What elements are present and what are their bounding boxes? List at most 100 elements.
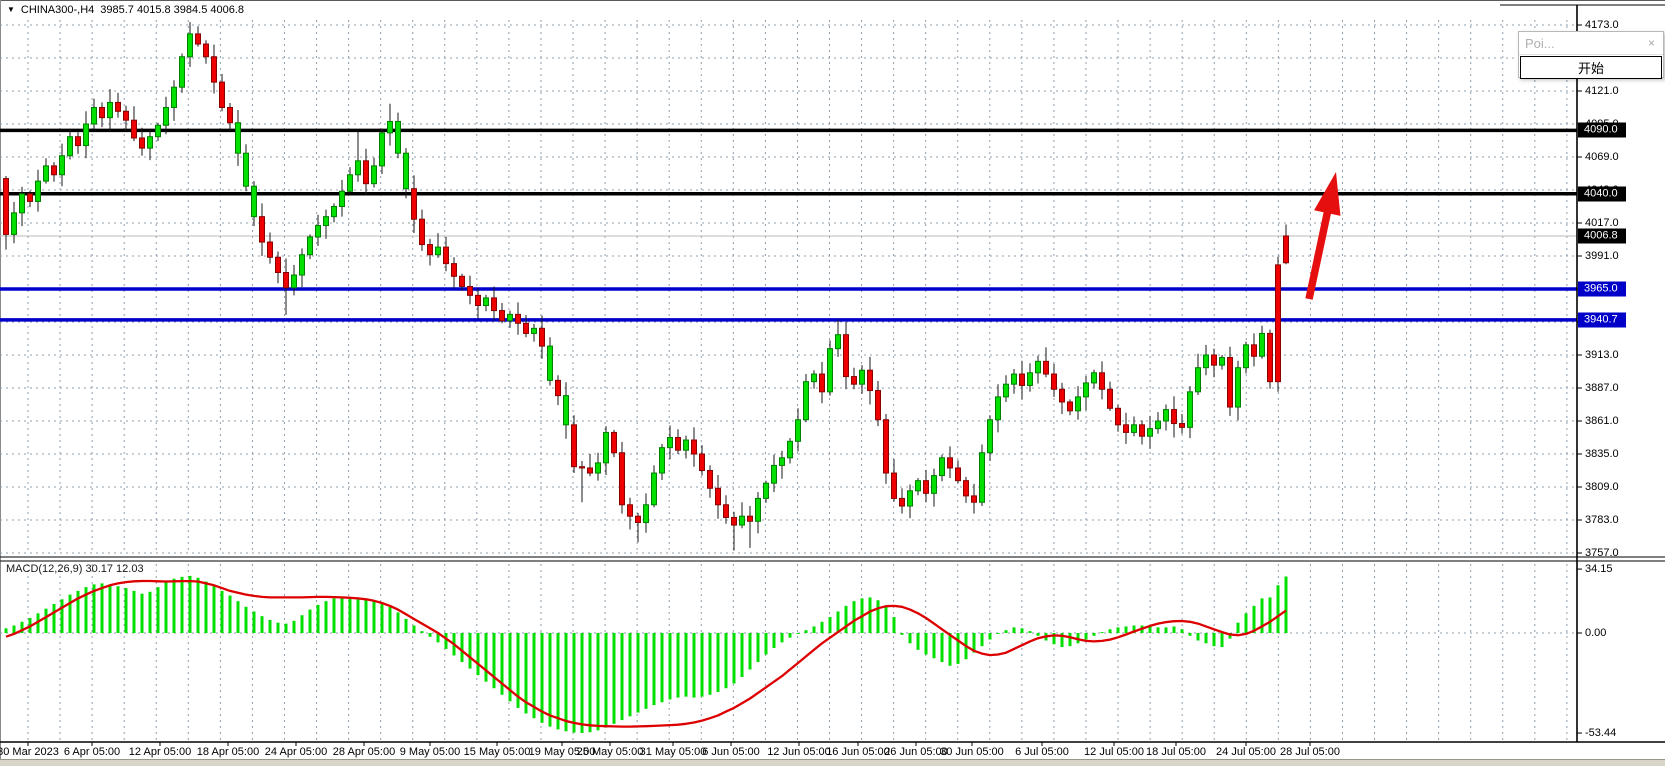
close-icon[interactable]: ×: [1647, 36, 1655, 50]
candle-body: [211, 56, 217, 83]
chevron-down-icon[interactable]: ▼: [7, 4, 15, 14]
macd-histogram-bar: [852, 601, 856, 633]
candle-body: [539, 327, 545, 347]
candle-body: [139, 137, 145, 149]
macd-histogram-bar: [132, 590, 136, 633]
candle-body: [1275, 264, 1281, 383]
macd-histogram-bar: [796, 633, 800, 634]
macd-histogram-bar: [1020, 628, 1024, 633]
trend-arrow-shaft[interactable]: [1305, 206, 1333, 300]
macd-histogram-bar: [932, 633, 936, 659]
trend-arrow-head[interactable]: [1314, 172, 1341, 216]
macd-histogram-bar: [652, 633, 656, 706]
time-axis-label: 19 May 05:00: [528, 746, 596, 758]
candle-body: [715, 487, 721, 506]
time-axis-label: 26 Jun 05:00: [884, 746, 948, 758]
candle-body: [971, 495, 977, 503]
candle-body: [67, 136, 73, 157]
macd-histogram-bar: [316, 604, 320, 633]
macd-histogram-bar: [1212, 633, 1216, 647]
candle-body: [395, 120, 401, 154]
candle-body: [115, 101, 121, 112]
candle-body: [1019, 373, 1025, 386]
macd-histogram-bar: [100, 583, 104, 633]
candle-body: [859, 369, 865, 385]
macd-histogram-bar: [1260, 598, 1264, 633]
macd-histogram-bar: [972, 633, 976, 653]
candle-body: [1043, 360, 1049, 375]
candle-body: [1123, 424, 1129, 433]
macd-histogram-bar: [116, 586, 120, 633]
macd-histogram-bar: [20, 621, 24, 633]
candle-body: [1083, 382, 1089, 398]
window-bottom-edge: [0, 759, 1665, 766]
start-button[interactable]: 开始: [1520, 56, 1662, 79]
candle-body: [1059, 388, 1065, 403]
candle-body: [1027, 372, 1033, 386]
candle-body: [83, 123, 89, 147]
macd-histogram-bar: [564, 633, 568, 732]
candle-body: [747, 515, 753, 522]
macd-histogram-bar: [396, 612, 400, 633]
macd-histogram-bar: [1100, 632, 1104, 634]
candle-body: [947, 457, 953, 469]
macd-histogram-bar: [508, 633, 512, 702]
window-left-border: [0, 0, 1, 759]
macd-histogram-bar: [580, 633, 584, 733]
candle-body: [643, 504, 649, 524]
candle-body: [1163, 409, 1169, 422]
candle-body: [843, 334, 849, 378]
macd-histogram-bar: [84, 587, 88, 633]
candle-body: [411, 188, 417, 220]
macd-histogram-bar: [1164, 627, 1168, 633]
window-top-border: [0, 0, 1665, 1]
candle-body: [251, 185, 257, 218]
candle-body: [587, 467, 593, 474]
time-axis-label: 25 May 05:00: [576, 746, 644, 758]
candle-body: [1267, 332, 1273, 383]
ea-overlay-window[interactable]: Poi... × 开始: [1518, 31, 1664, 79]
macd-histogram-bar: [572, 633, 576, 733]
macd-histogram-bar: [716, 633, 720, 692]
macd-histogram-bar: [204, 581, 208, 633]
macd-histogram-bar: [1236, 622, 1240, 633]
candle-body: [507, 313, 513, 322]
time-axis-label: 6 Apr 05:00: [63, 746, 121, 758]
macd-histogram-bar: [732, 633, 736, 684]
macd-histogram-bar: [1036, 633, 1040, 636]
macd-histogram-bar: [836, 611, 840, 633]
macd-histogram-bar: [1276, 585, 1280, 633]
price-axis-label: 3835.0: [1585, 447, 1619, 460]
candle-body: [1219, 357, 1225, 366]
candle-body: [571, 424, 577, 468]
macd-histogram-bar: [548, 633, 552, 727]
macd-histogram-bar: [1116, 627, 1120, 633]
ticker-symbol-period: CHINA300-,H4: [20, 3, 95, 16]
macd-histogram-bar: [228, 595, 232, 633]
candle-body: [195, 33, 201, 45]
candle-body: [59, 155, 65, 176]
candle-body: [355, 160, 361, 176]
candle-body: [923, 480, 929, 494]
macd-histogram-bar: [908, 633, 912, 644]
macd-histogram-bar: [892, 617, 896, 633]
price-axis-label: 3913.0: [1585, 348, 1619, 361]
candle-body: [603, 431, 609, 464]
candle-body: [1051, 373, 1057, 390]
macd-histogram-bar: [668, 633, 672, 700]
ea-overlay-titlebar[interactable]: Poi... ×: [1519, 32, 1663, 55]
macd-histogram-bar: [828, 617, 832, 633]
candle-body: [163, 106, 169, 126]
macd-histogram-bar: [868, 597, 872, 633]
candle-body: [979, 452, 985, 503]
macd-histogram-bar: [940, 633, 944, 663]
candle-body: [347, 174, 353, 192]
candle-body: [75, 136, 81, 147]
macd-histogram-bar: [540, 633, 544, 723]
macd-histogram-bar: [156, 587, 160, 633]
time-axis-label: 24 Apr 05:00: [264, 746, 328, 758]
macd-histogram-bar: [1268, 597, 1272, 633]
macd-histogram-bar: [780, 633, 784, 643]
macd-histogram-bar: [60, 599, 64, 633]
